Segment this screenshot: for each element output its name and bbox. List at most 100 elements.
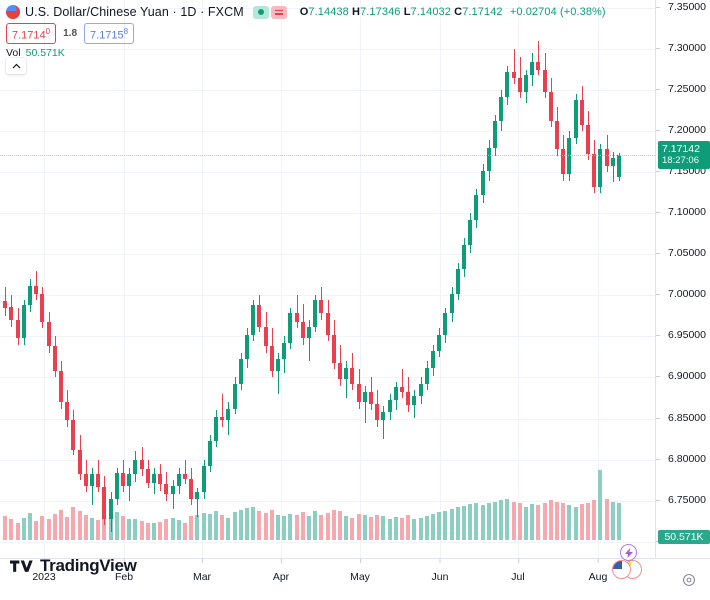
volume-bar	[65, 516, 70, 540]
volume-bar	[424, 516, 429, 540]
price-axis[interactable]: 7.35000 7.30000 7.25000 7.20000 7.15000 7.100…	[655, 0, 710, 558]
bid-ask-row: 7.17140 1.8 7.17158	[6, 22, 606, 45]
volume-bar	[164, 519, 169, 540]
volume-bar	[530, 504, 535, 540]
volume-bar	[71, 506, 76, 540]
tradingview-logo[interactable]: TradingView	[10, 556, 137, 576]
time-axis[interactable]: 2023 Feb Mar Apr May Jun Jul Aug	[0, 558, 710, 600]
volume-bar	[9, 519, 14, 540]
volume-value: 50.571K	[25, 47, 65, 59]
grid-line-vertical	[281, 0, 282, 558]
volume-bar	[319, 514, 324, 540]
symbol-title[interactable]: U.S. Dollar/Chinese Yuan · 1D · FXCM	[25, 5, 244, 19]
open-label: O	[299, 6, 309, 18]
volume-bar	[536, 505, 541, 540]
volume-bar	[77, 511, 82, 540]
volume-bar	[554, 501, 559, 540]
volume-bar	[492, 501, 497, 540]
grid-line-horizontal	[0, 213, 655, 214]
ask-price-box[interactable]: 7.17158	[84, 22, 135, 45]
price-axis-tick: 6.90000	[656, 370, 710, 382]
volume-bar	[176, 520, 181, 540]
volume-bar	[3, 516, 8, 540]
volume-bar	[226, 517, 231, 540]
volume-bar	[27, 512, 32, 540]
grid-line-vertical	[44, 0, 45, 558]
currency-flags[interactable]	[612, 560, 654, 579]
current-price-badge[interactable]: 7.17142 18:27:06	[658, 140, 710, 169]
volume-label: Vol	[6, 47, 21, 59]
style-toggle-icon[interactable]	[270, 5, 287, 19]
volume-bar	[437, 512, 442, 540]
time-axis-tick: 2023	[32, 559, 56, 583]
volume-bar	[393, 516, 398, 540]
grid-line-vertical	[202, 0, 203, 558]
volume-bar	[257, 511, 262, 540]
grid-line-horizontal	[0, 419, 655, 420]
bid-sup: 0	[45, 26, 51, 36]
volume-bar	[604, 498, 609, 540]
volume-bar	[52, 513, 57, 540]
lightning-bolt-icon[interactable]	[620, 544, 637, 561]
collapse-pane-button[interactable]	[6, 58, 26, 74]
volume-bar	[201, 512, 206, 540]
change-value: +0.02704 (+0.38%)	[509, 6, 606, 18]
volume-bar	[34, 520, 39, 540]
grid-line-vertical	[518, 0, 519, 558]
ask-main: 7.1715	[90, 29, 124, 42]
volume-bar	[567, 505, 572, 540]
volume-bar	[579, 504, 584, 540]
volume-bar	[523, 506, 528, 540]
volume-bar	[356, 513, 361, 540]
volume-bar	[368, 516, 373, 540]
volume-badge[interactable]: 50.571K	[658, 530, 710, 544]
price-axis-tick: 7.35000	[656, 1, 710, 13]
volume-bar	[381, 516, 386, 540]
volume-bar	[573, 506, 578, 540]
volume-bar	[275, 514, 280, 540]
time-axis-tick: May	[350, 559, 370, 583]
legend-toggles	[252, 5, 287, 19]
tradingview-wordmark: TradingView	[40, 556, 137, 575]
grid-line-vertical	[360, 0, 361, 558]
chart-pane[interactable]	[0, 0, 655, 558]
bid-price-box[interactable]: 7.17140	[6, 22, 57, 45]
volume-bar	[251, 506, 256, 540]
legend-symbol-row: U.S. Dollar/Chinese Yuan · 1D · FXCM O7.…	[6, 4, 606, 20]
grid-line-horizontal	[0, 542, 655, 543]
gear-icon[interactable]	[682, 573, 696, 587]
time-axis-tick: Apr	[272, 559, 290, 583]
volume-bar	[127, 518, 132, 540]
volume-bar	[288, 513, 293, 540]
volume-bar	[145, 522, 150, 540]
us-flag-icon	[612, 560, 631, 579]
volume-bar	[406, 515, 411, 540]
volume-bar	[350, 517, 355, 540]
volume-bar	[182, 522, 187, 540]
time-axis-tick: Jun	[431, 559, 449, 583]
volume-bar	[269, 509, 274, 540]
volume-bar	[474, 502, 479, 540]
price-axis-tick: 7.10000	[656, 206, 710, 218]
price-axis-tick: 6.85000	[656, 412, 710, 424]
volume-bar	[89, 517, 94, 540]
volume-bar	[96, 520, 101, 540]
volume-bar	[238, 509, 243, 540]
ask-sup: 8	[123, 26, 129, 36]
volume-legend-row: Vol 50.571K	[6, 47, 606, 59]
volume-bar	[449, 508, 454, 540]
volume-bar	[213, 511, 218, 540]
volume-bar	[232, 512, 237, 540]
volume-bar	[412, 519, 417, 540]
volume-bar	[114, 512, 119, 540]
grid-line-vertical	[440, 0, 441, 558]
price-axis-tick: 7.20000	[656, 124, 710, 136]
visibility-toggle-icon[interactable]	[252, 5, 269, 19]
price-axis-tick: 6.80000	[656, 453, 710, 465]
volume-bar	[375, 514, 380, 540]
volume-bar	[313, 511, 318, 540]
ohlc-values: O7.14438 H7.17346 L7.14032 C7.17142 +0.0…	[300, 6, 606, 18]
chart-legend: U.S. Dollar/Chinese Yuan · 1D · FXCM O7.…	[6, 4, 606, 59]
grid-line-horizontal	[0, 460, 655, 461]
grid-line-vertical	[124, 0, 125, 558]
